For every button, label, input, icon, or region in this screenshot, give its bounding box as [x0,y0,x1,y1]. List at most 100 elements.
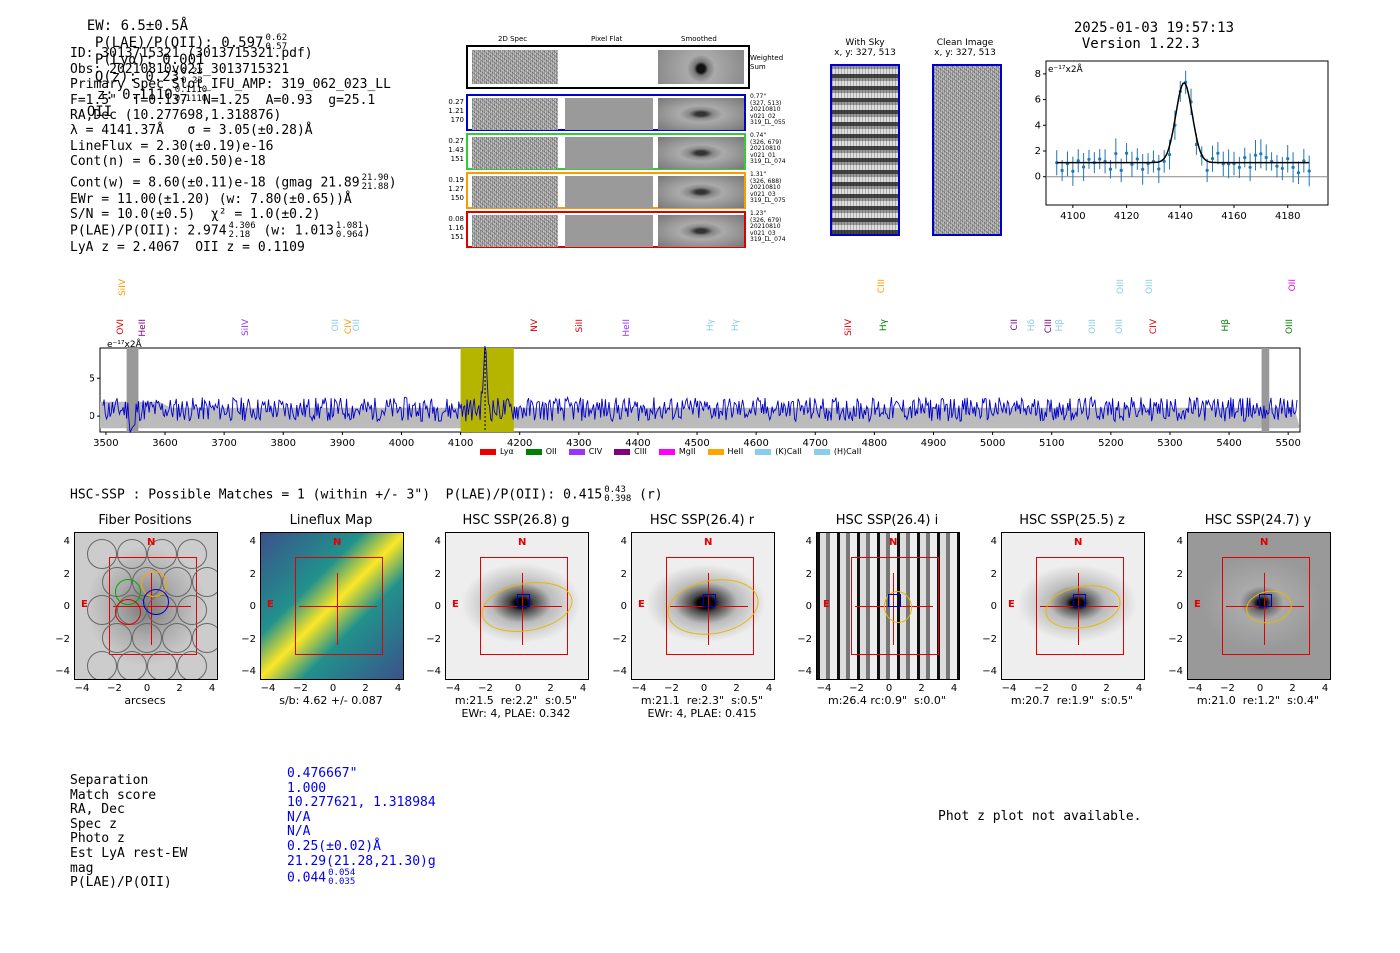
version: Version 1.22.3 [1081,36,1200,52]
timestamp: 2025-01-03 19:57:13 [1073,20,1235,36]
legend-item: HeII [707,447,743,456]
spec-xtick-label: 5200 [1098,438,1123,449]
clean-image [932,64,1002,236]
fiber-meta-line: 20210810 [750,106,781,113]
hsc-caption: s/b: 4.62 +/- 0.087 [279,694,383,707]
hsc-xtick-label: −2 [849,683,864,694]
match-value: 0.044 0.054 0.035 [287,869,436,887]
match-value-text: 0.25(±0.02)Å [287,838,381,854]
col-smooth-label: Smoothed [681,35,717,43]
info-sn: S/N = 10.0(±0.5) χ² = 1.0(±0.2) [70,207,321,223]
fiber-meta: 1.31" (326, 688) 20210810 v021_03 319_LL_075 [750,171,786,205]
header-qz-hi: 0.23 [181,67,203,77]
hsc-xtick-label: 2 [733,683,740,694]
match-value-text: 0.476667" [287,766,358,781]
zoom-point [1141,167,1145,171]
hsc-panel-title: Fiber Positions [98,513,192,528]
fiber-circle [132,623,162,653]
legend-label: (H)CaII [833,447,862,456]
header-z-line: OII [86,104,113,120]
hsc-ytick-label: 2 [63,568,70,580]
spec-ytick-label: 0 [90,411,95,422]
zoom-point [1082,165,1086,169]
zoom-point [1264,155,1268,160]
info-plae-w: (w: 1.013 [263,223,334,239]
position-box [1259,594,1272,607]
hsc-ytick-label: 0 [434,601,441,612]
fiber-circle [117,651,147,679]
fiber-stat: 0.27 [448,98,464,106]
fiber-meta-line: 0.77" [750,93,767,100]
hsc-xtick-label: 4 [579,683,587,694]
zoom-model [1056,81,1310,164]
fiber-circle [147,539,177,569]
zoom-point [1108,167,1113,171]
header-z-hi: 0.1110 [174,85,208,95]
spec-xtick-label: 3700 [211,438,236,449]
zoom-point [1130,162,1134,166]
hsc-title-band: (r) [639,487,663,503]
zoom-point [1205,168,1209,172]
hsc-caption: m:21.5 re:2.2" s:0.5" [454,694,578,707]
hsc-xtick-label: −4 [631,683,647,694]
zoom-xtick-label: 4100 [1060,211,1085,222]
legend-swatch [707,448,724,455]
fiber-smoothed [658,215,744,247]
info-ewr: EWr = 11.00(±1.20) (w: 7.80(±0.65))Å [70,191,352,207]
hsc-xtick-label: −2 [293,683,308,694]
with-sky-image [830,64,900,236]
info-plae-lo: 2.18 [228,230,251,241]
east-label: E [452,599,459,610]
fiber-circle [102,623,132,653]
info-fit: F=1.5" T=0.137 N=1.25 A=0.93 g=25.1 [70,92,376,108]
with-sky-title: With Sky x, y: 327, 513 [830,38,900,58]
match-label: Photo z [70,831,125,847]
spec-xtick-label: 4800 [862,438,887,449]
clean-image-xy: x, y: 327, 513 [934,48,996,58]
hsc-xtick-label: 4 [950,683,958,694]
spec-xtick-label: 5500 [1275,438,1300,449]
spec-xtick-label: 4500 [684,438,709,449]
fiber-circle [162,623,192,653]
weighted-flat [560,50,656,84]
fiber-circle [177,595,207,625]
hsc-xtick-label: 0 [1070,683,1078,694]
info-contw: Cont(w) = 8.60(±0.11)e-18 (gmag 21.89 [70,175,360,191]
info-radec: RA,Dec (10.277698,1.318876) [70,108,282,124]
spec-ytick-label: 5 [90,373,95,384]
spec-xtick-label: 3900 [330,438,355,449]
zoom-point [1167,152,1172,157]
east-label: E [81,599,88,610]
hsc-panel-title: HSC SSP(25.5) z [1019,513,1125,528]
with-sky-label: With Sky [845,38,885,48]
fiber-pixel-flat [565,137,653,169]
info-obs: Obs: 20210810v021_3013715321 [70,61,290,77]
aperture-square [1222,557,1310,655]
hsc-xtick-label: 2 [1289,683,1296,694]
spectral-line-label: HeII [622,319,632,337]
fiber-2d-spec [472,176,558,208]
spec-xtick-label: 4900 [921,438,946,449]
north-label: N [518,537,527,548]
legend-item: MgII [658,447,696,456]
hsc-ytick-label: 2 [620,568,627,580]
fiber-stats: 0.19 1.27 150 [444,176,464,203]
legend-item: Lyα [480,447,514,456]
zoom-point [1280,166,1284,171]
fiber-meta-line: (326, 679) [750,138,782,146]
spectral-line-label: CIII [1044,319,1054,334]
hsc-xtick-label: 0 [143,683,151,694]
fiber-smoothed [658,176,744,208]
crosshair-h [299,606,377,607]
hsc-ytick-label: 4 [434,536,441,547]
hsc-ytick-label: −4 [1168,666,1183,677]
zoom-xtick-label: 4180 [1275,211,1300,222]
zoom-point [1248,165,1252,169]
spectral-line-label: OII [352,319,362,332]
spectral-line-label: SiIV [118,279,128,297]
hsc-xtick-label: −2 [664,683,679,694]
north-label: N [333,537,342,548]
zoom-point [1098,157,1102,161]
